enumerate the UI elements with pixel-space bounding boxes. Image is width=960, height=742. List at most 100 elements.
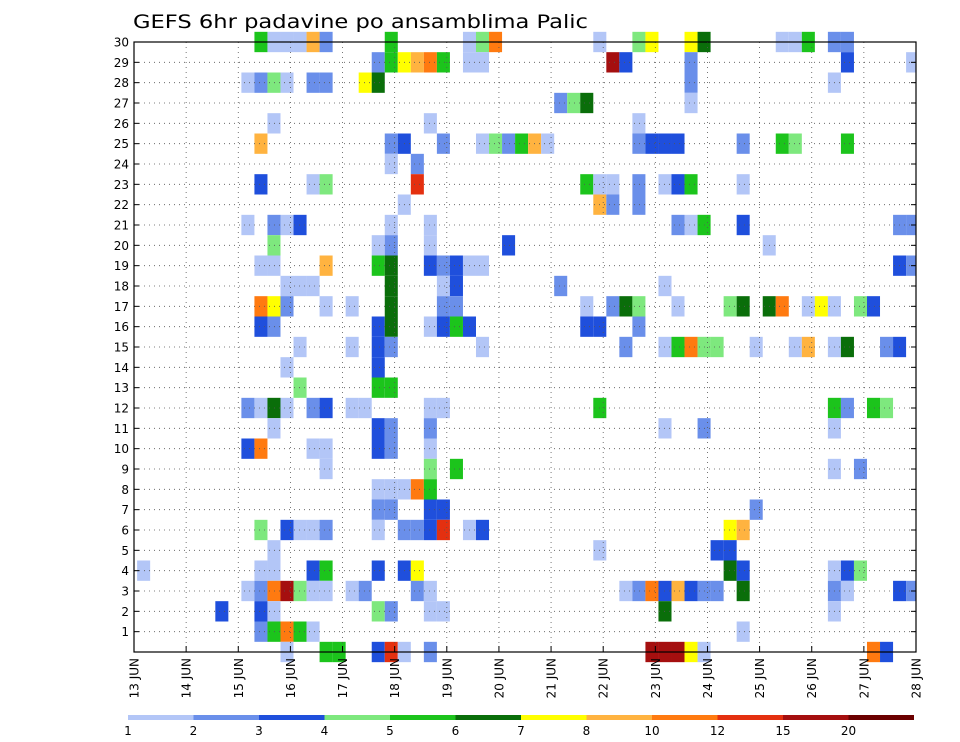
heatmap-cell: [423, 438, 437, 459]
heatmap-cell: [749, 336, 763, 358]
heatmap-cell: [449, 275, 463, 297]
x-axis-ticks: 13 JUN 14 JUN 15 JUN 16 JUN 17 JUN 18 JUN 19 J…: [128, 646, 924, 698]
heatmap-cell: [684, 52, 698, 73]
heatmap-cell: [280, 621, 294, 642]
heatmap-cell: [710, 580, 724, 602]
y-tick-label: 23: [114, 178, 129, 192]
heatmap-cell: [853, 296, 867, 317]
heatmap-cell: [241, 214, 255, 236]
heatmap-cell: [436, 275, 450, 297]
heatmap-cell: [736, 214, 750, 236]
heatmap-cell: [880, 336, 894, 358]
heatmap-cell: [293, 377, 307, 398]
heatmap-cell: [241, 397, 255, 419]
y-tick-label: 5: [121, 544, 129, 558]
x-tick-label: 21 JUN: [545, 658, 559, 698]
plot-frame: [133, 41, 917, 653]
heatmap-cell: [736, 580, 750, 602]
heatmap-cell: [619, 336, 633, 358]
heatmap-cell: [710, 540, 724, 561]
colorbar-swatch: [717, 715, 783, 720]
heatmap-cell: [489, 133, 503, 154]
heatmap-cell: [371, 336, 385, 358]
heatmap-cell: [267, 540, 281, 561]
heatmap-cell: [632, 316, 646, 337]
heatmap-cell: [580, 296, 594, 317]
heatmap-cell: [541, 133, 555, 154]
heatmap-cell: [606, 296, 620, 317]
heatmap-cell: [371, 418, 385, 439]
heatmap-cell: [410, 580, 424, 602]
colorbar-swatch: [521, 715, 587, 720]
heatmap-cell: [475, 255, 490, 276]
heatmap-cell: [502, 235, 516, 256]
heatmap-cell: [436, 397, 450, 419]
y-tick-label: 12: [114, 402, 129, 416]
x-tick-label: 17 JUN: [336, 658, 350, 698]
heatmap-cell: [684, 92, 698, 114]
heatmap-cell: [293, 580, 307, 602]
heatmap-cell: [436, 601, 450, 622]
heatmap-cell: [371, 479, 385, 500]
heatmap-cell: [384, 438, 398, 459]
heatmap-cell: [475, 133, 490, 154]
heatmap-cell: [371, 316, 385, 337]
colorbar-label: 12: [710, 724, 725, 738]
colorbar-label: 10: [644, 724, 659, 738]
y-tick-label: 30: [114, 36, 129, 50]
y-tick-label: 14: [114, 361, 129, 375]
colorbar-label: 15: [775, 724, 790, 738]
heatmap-cell: [384, 235, 398, 256]
y-tick-label: 29: [114, 56, 129, 70]
heatmap-cell: [423, 397, 437, 419]
heatmap-cell: [267, 255, 281, 276]
heatmap-cell: [306, 560, 320, 581]
heatmap-cell: [449, 458, 463, 480]
heatmap-cell: [775, 296, 789, 317]
heatmap-cell: [423, 418, 437, 439]
heatmap-cell: [384, 601, 398, 622]
heatmap-cell: [319, 397, 333, 419]
colorbar-swatch: [586, 715, 652, 720]
heatmap-cell: [606, 52, 620, 73]
heatmap-cell: [736, 560, 750, 581]
heatmap-cell: [423, 519, 437, 541]
colorbar-swatch: [390, 715, 456, 720]
colorbar-label: 4: [321, 724, 329, 738]
chart-title: GEFS 6hr padavine po ansamblima Palic: [133, 11, 588, 33]
colorbar-label: 20: [841, 724, 856, 738]
heatmap-cell: [684, 174, 698, 195]
heatmap-cell: [410, 479, 424, 500]
heatmap-cell: [840, 133, 854, 154]
heatmap-cell: [280, 214, 294, 236]
heatmap-cell: [632, 194, 646, 215]
heatmap-cell: [632, 580, 646, 602]
heatmap-cell: [436, 499, 450, 520]
heatmap-cell: [436, 52, 450, 73]
heatmap-cell: [215, 601, 229, 622]
heatmap-cell: [241, 438, 255, 459]
heatmap-cell: [475, 52, 490, 73]
heatmap-cell: [723, 560, 737, 581]
heatmap-cells: [137, 31, 916, 663]
heatmap-cell: [384, 316, 398, 337]
heatmap-cell: [684, 580, 698, 602]
heatmap-cell: [853, 560, 867, 581]
heatmap-cell: [645, 133, 659, 154]
colorbar-swatch: [848, 715, 914, 720]
heatmap-cell: [449, 296, 463, 317]
heatmap-cell: [319, 560, 333, 581]
y-tick-label: 18: [114, 280, 129, 294]
heatmap-cell: [280, 397, 294, 419]
heatmap-cell: [840, 580, 854, 602]
heatmap-cell: [384, 499, 398, 520]
heatmap-cell: [671, 296, 685, 317]
heatmap-cell: [671, 336, 685, 358]
x-tick-label: 16 JUN: [284, 658, 298, 698]
heatmap-cell: [319, 296, 333, 317]
heatmap-cell: [384, 479, 398, 500]
heatmap-cell: [241, 580, 255, 602]
heatmap-cell: [241, 72, 255, 93]
heatmap-cell: [671, 580, 685, 602]
heatmap-cell: [358, 397, 372, 419]
